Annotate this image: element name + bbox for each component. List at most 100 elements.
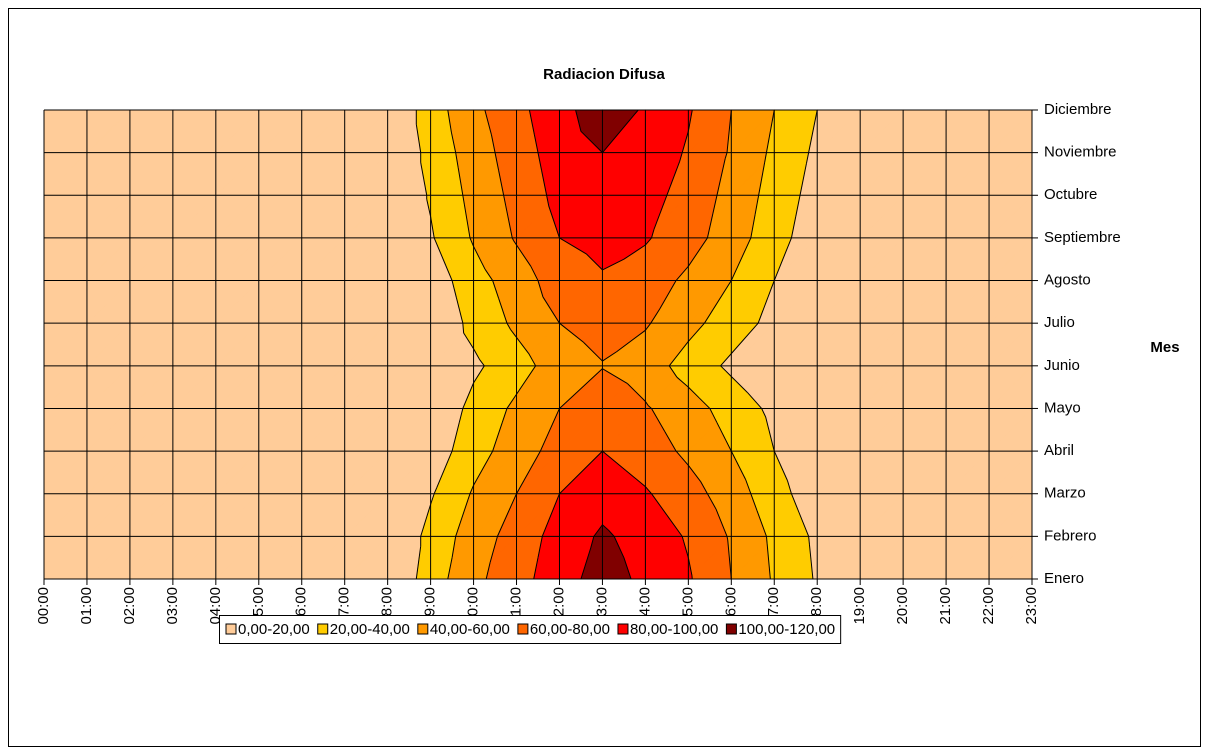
contour-line: [602, 351, 618, 362]
contour-line: [758, 162, 766, 196]
x-tick-label: 11:00: [507, 587, 524, 623]
contour-line: [730, 237, 752, 281]
contour-line: [445, 265, 453, 281]
contour-line: [764, 152, 767, 163]
contour-line: [623, 557, 632, 580]
contour-line: [498, 170, 505, 196]
contour-line: [492, 280, 500, 299]
x-tick-label: 02:00: [121, 587, 138, 625]
contour-line: [786, 480, 792, 494]
contour-line: [790, 493, 800, 513]
contour-line: [548, 205, 560, 239]
contour-line: [602, 450, 627, 471]
contour-line: [627, 383, 646, 402]
contour-line: [426, 199, 432, 217]
contour-line: [494, 152, 500, 171]
contour-line: [602, 524, 609, 531]
legend-label: 0,00-20,00: [238, 621, 310, 638]
contour-line: [602, 109, 639, 153]
legend-swatch: [517, 623, 529, 635]
contour-line: [420, 162, 428, 196]
contour-line: [653, 195, 668, 230]
contour-line: [795, 195, 801, 217]
contour-line: [750, 493, 758, 511]
contour-line: [704, 280, 732, 324]
x-tick-label: 22:00: [980, 587, 997, 625]
contour-line: [533, 557, 539, 580]
contour-line: [484, 109, 492, 135]
contour-line: [516, 244, 532, 267]
contour-line: [473, 246, 486, 270]
contour-line: [479, 359, 485, 367]
contour-line: [462, 382, 475, 409]
contour-line: [625, 470, 646, 488]
contour-line: [473, 348, 481, 360]
contour-line: [664, 431, 677, 452]
y-tick-label: Noviembre: [1044, 144, 1117, 161]
contour-line: [681, 457, 689, 466]
contour-line: [700, 481, 708, 494]
y-tick-label: Febrero: [1044, 527, 1097, 544]
contour-line: [498, 298, 508, 324]
contour-line: [415, 546, 422, 580]
contour-line: [542, 296, 560, 324]
contour-line: [773, 237, 792, 281]
legend-label: 100,00-120,00: [738, 621, 835, 638]
contour-line: [537, 536, 543, 558]
contour-line: [623, 244, 646, 260]
contour-line: [447, 109, 452, 133]
y-tick-label: Agosto: [1044, 272, 1091, 289]
contour-line: [651, 493, 668, 516]
contour-line: [575, 109, 582, 132]
contour-line: [651, 408, 666, 432]
contour-line: [455, 498, 469, 537]
contour-line: [501, 408, 508, 423]
contour-line: [616, 329, 646, 353]
contour-line: [503, 195, 507, 207]
contour-line: [681, 131, 689, 153]
legend-label: 60,00-80,00: [530, 621, 610, 638]
contour-line: [455, 152, 459, 168]
contour-line: [492, 422, 503, 452]
contour-line: [516, 365, 537, 395]
contour-line: [687, 322, 705, 342]
contour-line: [533, 134, 539, 153]
contour-line: [433, 234, 435, 238]
contour-line: [730, 376, 748, 393]
contour-line: [469, 485, 475, 494]
contour-line: [415, 124, 422, 153]
legend-swatch: [617, 623, 629, 635]
contour-line: [580, 547, 592, 580]
y-tick-label: Marzo: [1044, 485, 1086, 502]
contour-line: [730, 322, 759, 354]
contour-line: [706, 213, 714, 239]
contour-line: [648, 490, 652, 495]
contour-line: [724, 152, 728, 159]
contour-line: [590, 536, 595, 549]
contour-line: [659, 280, 677, 310]
contour-line: [490, 134, 496, 153]
contour-line: [608, 529, 615, 537]
contour-line: [666, 160, 681, 196]
contour-line: [436, 450, 453, 488]
contour-line: [687, 465, 702, 482]
contour-line: [463, 332, 474, 350]
contour-line: [530, 266, 539, 281]
contour-line: [756, 510, 767, 537]
contour-line: [593, 524, 603, 537]
y-tick-label: Septiembre: [1044, 229, 1121, 246]
contour-line: [509, 328, 517, 338]
contour-line: [790, 216, 797, 239]
contour-line: [645, 237, 652, 246]
contour-line: [644, 322, 652, 331]
contour-line: [457, 167, 464, 196]
contour-line: [559, 322, 584, 343]
contour-line: [709, 408, 718, 423]
contour-line: [516, 337, 530, 354]
contour-line: [720, 365, 727, 372]
contour-line: [715, 508, 728, 537]
contour-line: [473, 450, 494, 486]
contour-line: [458, 408, 464, 423]
contour-lines: [415, 109, 818, 580]
contour-line: [683, 540, 689, 558]
